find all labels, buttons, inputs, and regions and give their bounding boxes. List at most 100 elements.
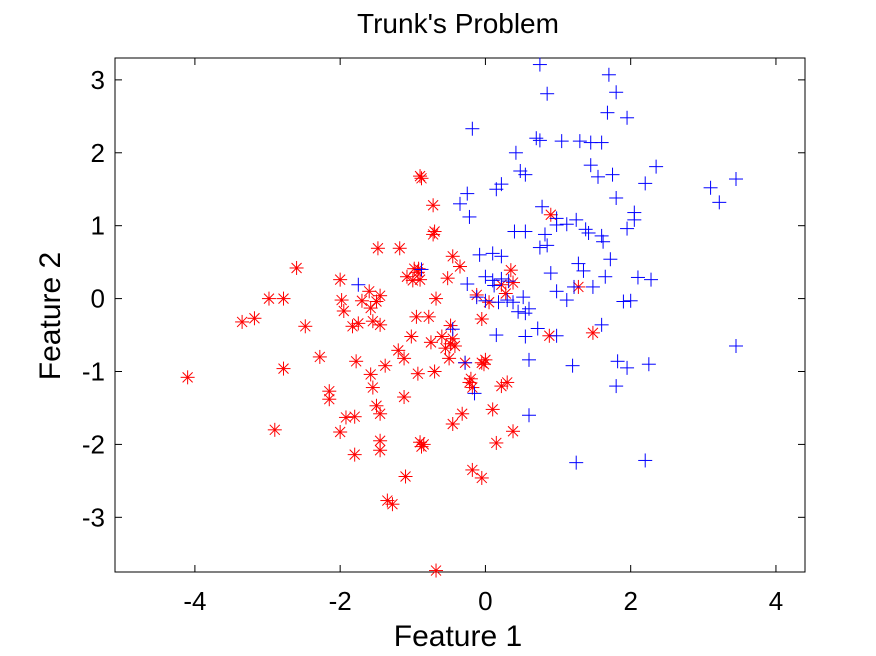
blue-plus-point: [609, 190, 624, 205]
data-points: [180, 57, 743, 578]
red-star-point: [543, 207, 558, 222]
red-star-point: [465, 462, 480, 477]
blue-plus-point: [445, 322, 460, 337]
blue-plus-point: [522, 352, 536, 367]
x-axis: -4 -2 0 2 4: [183, 58, 783, 616]
red-star-point: [474, 355, 489, 370]
blue-plus-point: [478, 293, 493, 308]
blue-plus-point: [467, 386, 482, 401]
red-star-point: [506, 275, 521, 290]
red-star-point: [365, 314, 380, 329]
blue-plus-point: [494, 249, 509, 264]
blue-plus-point: [598, 269, 613, 284]
y-tick-label: -2: [82, 429, 105, 459]
blue-plus-point: [462, 209, 477, 224]
blue-plus-point: [638, 176, 653, 191]
red-star-point: [347, 409, 362, 424]
red-star-point: [399, 269, 414, 284]
blue-plus-point: [494, 177, 509, 192]
y-axis: -3 -2 -1 0 1 2 3: [82, 65, 805, 532]
blue-plus-point: [729, 172, 743, 187]
blue-plus-point: [641, 357, 656, 372]
blue-plus-point: [460, 186, 475, 201]
red-star-point: [416, 437, 431, 452]
blue-plus-point: [516, 290, 531, 305]
red-star-point: [370, 241, 385, 256]
blue-plus-point: [620, 221, 635, 236]
blue-plus-point: [616, 294, 631, 309]
red-star-point: [397, 351, 412, 366]
red-star-point: [478, 352, 493, 367]
x-tick-label: -2: [329, 586, 352, 616]
red-star-point: [465, 380, 480, 395]
blue-plus-point: [620, 360, 635, 375]
x-tick-label: 0: [478, 586, 492, 616]
red-star-point: [397, 390, 412, 405]
blue-plus-point: [494, 271, 509, 286]
red-star-point: [485, 402, 500, 417]
blue-plus-point: [500, 293, 515, 308]
blue-plus-point: [511, 304, 526, 319]
red-star-point: [351, 316, 366, 331]
red-star-point: [373, 443, 388, 458]
red-star-point: [413, 435, 428, 450]
blue-plus-point: [540, 86, 555, 101]
red-star-point: [476, 357, 491, 372]
blue-plus-point: [489, 328, 504, 343]
red-star-point: [409, 309, 424, 324]
red-star-point: [427, 364, 442, 379]
red-star-point: [385, 497, 400, 512]
x-tick-label: -4: [183, 586, 206, 616]
red-star-point: [312, 349, 327, 364]
blue-plus-point: [600, 105, 615, 120]
blue-plus-point: [609, 379, 624, 394]
blue-plus-point: [522, 408, 536, 423]
blue-plus-point: [508, 145, 523, 160]
red-star-point: [363, 301, 378, 316]
blue-plus-point: [596, 234, 611, 249]
red-star-point: [276, 291, 291, 306]
red-star-point: [298, 319, 313, 334]
blue-plus-point: [485, 246, 500, 261]
blue-plus-point: [594, 317, 609, 332]
red-star-point: [445, 249, 460, 264]
red-star-point: [261, 291, 276, 306]
blue-plus-point: [549, 217, 564, 232]
red-star-point: [443, 318, 458, 333]
blue-plus-point: [609, 85, 624, 100]
red-star-point: [338, 410, 353, 425]
plot-area: [114, 57, 806, 573]
blue-plus-point: [465, 121, 480, 136]
y-tick-label: 1: [91, 211, 105, 241]
chart-title: Trunk's Problem: [357, 8, 559, 39]
blue-plus-point: [501, 274, 516, 289]
x-tick-label: 2: [623, 586, 637, 616]
blue-plus-point: [491, 295, 506, 310]
red-star-point: [333, 272, 348, 287]
red-star-point: [398, 469, 413, 484]
red-star-point: [349, 354, 364, 369]
blue-plus-point: [535, 199, 550, 214]
red-star-point: [334, 293, 349, 308]
blue-plus-point: [729, 338, 743, 353]
blue-plus-point: [540, 238, 555, 253]
red-star-point: [426, 227, 441, 242]
blue-plus-point: [518, 329, 533, 344]
y-axis-label: Feature 2: [34, 252, 67, 380]
red-star-point: [322, 392, 337, 407]
red-star-point: [506, 424, 521, 439]
red-star-point: [447, 338, 462, 353]
red-star-point: [378, 358, 393, 373]
red-star-point: [289, 260, 304, 275]
red-star-point: [429, 563, 444, 578]
red-star-point: [500, 375, 515, 390]
red-star-point: [267, 422, 282, 437]
red-star-point: [489, 435, 504, 450]
red-star-point: [414, 171, 429, 186]
plot-frame: [114, 57, 806, 573]
blue-plus-point: [581, 225, 596, 240]
red-star-point: [474, 312, 489, 327]
y-tick-label: 0: [91, 284, 105, 314]
y-tick-label: 2: [91, 138, 105, 168]
